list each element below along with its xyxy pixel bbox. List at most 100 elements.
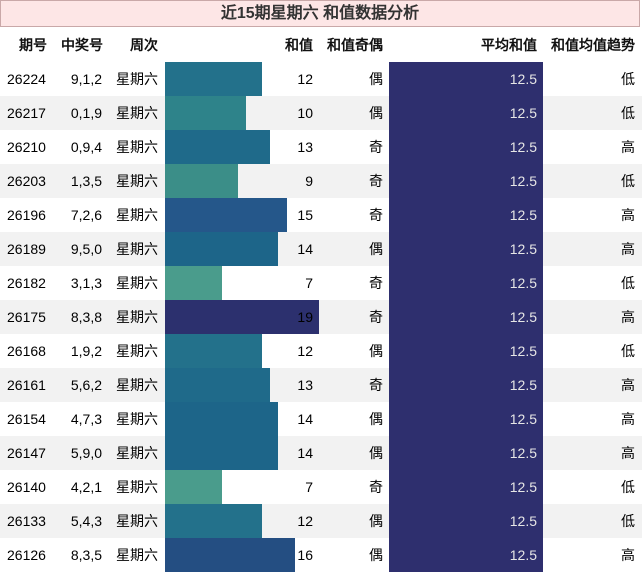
weekday-cell: 星期六 (116, 547, 158, 563)
sum-bar (165, 504, 262, 538)
numbers-cell: 7,2,6 (70, 207, 102, 223)
table-row: 26203 1,3,5 星期六 9 奇 12.5 低 (0, 164, 642, 198)
avg-cell: 12.5 (509, 377, 537, 393)
avg-cell: 12.5 (509, 241, 537, 257)
table-row: 26210 0,9,4 星期六 13 奇 12.5 高 (0, 130, 642, 164)
trend-cell: 低 (621, 343, 635, 359)
sum-cell: 12 (297, 343, 313, 359)
parity-cell: 奇 (369, 139, 383, 155)
parity-cell: 偶 (369, 343, 383, 359)
sum-bar (165, 402, 278, 436)
header-odd-even: 和值奇偶 (327, 37, 383, 53)
issue-cell: 26140 (7, 479, 46, 495)
sum-cell: 16 (297, 547, 313, 563)
table-row: 26147 5,9,0 星期六 14 偶 12.5 高 (0, 436, 642, 470)
sum-bar (165, 198, 287, 232)
avg-bar (389, 96, 543, 130)
avg-bar (389, 232, 543, 266)
table-row: 26189 9,5,0 星期六 14 偶 12.5 高 (0, 232, 642, 266)
numbers-cell: 4,7,3 (70, 411, 102, 427)
sum-cell: 7 (305, 275, 313, 291)
avg-cell: 12.5 (509, 445, 537, 461)
table-row: 26224 9,1,2 星期六 12 偶 12.5 低 (0, 62, 642, 96)
sum-bar (165, 266, 222, 300)
issue-cell: 26126 (7, 547, 46, 563)
weekday-cell: 星期六 (116, 207, 158, 223)
trend-cell: 高 (621, 547, 635, 563)
avg-cell: 12.5 (509, 547, 537, 563)
numbers-cell: 5,4,3 (70, 513, 102, 529)
sum-bar (165, 300, 319, 334)
weekday-cell: 星期六 (116, 479, 158, 495)
trend-cell: 高 (621, 377, 635, 393)
weekday-cell: 星期六 (116, 377, 158, 393)
avg-bar (389, 334, 543, 368)
avg-cell: 12.5 (509, 207, 537, 223)
table-row: 26126 8,3,5 星期六 16 偶 12.5 高 (0, 538, 642, 572)
parity-cell: 偶 (369, 71, 383, 87)
avg-bar (389, 266, 543, 300)
weekday-cell: 星期六 (116, 343, 158, 359)
numbers-cell: 0,1,9 (70, 105, 102, 121)
header-numbers: 中奖号 (61, 37, 103, 53)
issue-cell: 26154 (7, 411, 46, 427)
parity-cell: 奇 (369, 377, 383, 393)
table-row: 26175 8,3,8 星期六 19 奇 12.5 高 (0, 300, 642, 334)
parity-cell: 偶 (369, 513, 383, 529)
sum-cell: 10 (297, 105, 313, 121)
issue-cell: 26182 (7, 275, 46, 291)
issue-cell: 26133 (7, 513, 46, 529)
sum-bar (165, 232, 278, 266)
avg-bar (389, 538, 543, 572)
numbers-cell: 9,5,0 (70, 241, 102, 257)
sum-cell: 13 (297, 377, 313, 393)
numbers-cell: 4,2,1 (70, 479, 102, 495)
weekday-cell: 星期六 (116, 513, 158, 529)
issue-cell: 26224 (7, 71, 46, 87)
sum-bar (165, 334, 262, 368)
sum-bar (165, 538, 295, 572)
weekday-cell: 星期六 (116, 309, 158, 325)
table-row: 26217 0,1,9 星期六 10 偶 12.5 低 (0, 96, 642, 130)
parity-cell: 偶 (369, 241, 383, 257)
issue-cell: 26161 (7, 377, 46, 393)
parity-cell: 奇 (369, 309, 383, 325)
trend-cell: 高 (621, 309, 635, 325)
issue-cell: 26147 (7, 445, 46, 461)
avg-bar (389, 402, 543, 436)
avg-cell: 12.5 (509, 275, 537, 291)
avg-cell: 12.5 (509, 105, 537, 121)
numbers-cell: 9,1,2 (70, 71, 102, 87)
table-row: 26154 4,7,3 星期六 14 偶 12.5 高 (0, 402, 642, 436)
header-avg: 平均和值 (481, 37, 537, 53)
avg-cell: 12.5 (509, 479, 537, 495)
avg-bar (389, 470, 543, 504)
sum-cell: 19 (297, 309, 313, 325)
table-row: 26133 5,4,3 星期六 12 偶 12.5 低 (0, 504, 642, 538)
numbers-cell: 8,3,8 (70, 309, 102, 325)
sum-bar (165, 130, 270, 164)
header-trend: 和值均值趋势 (551, 37, 635, 53)
numbers-cell: 1,3,5 (70, 173, 102, 189)
parity-cell: 奇 (369, 173, 383, 189)
sum-cell: 7 (305, 479, 313, 495)
trend-cell: 低 (621, 71, 635, 87)
sum-cell: 13 (297, 139, 313, 155)
avg-bar (389, 436, 543, 470)
sum-cell: 15 (297, 207, 313, 223)
sum-cell: 14 (297, 411, 313, 427)
avg-cell: 12.5 (509, 343, 537, 359)
avg-bar (389, 368, 543, 402)
numbers-cell: 8,3,5 (70, 547, 102, 563)
table-header: 期号 中奖号 周次 和值 和值奇偶 平均和值 和值均值趋势 (0, 28, 642, 62)
page-title: 近15期星期六 和值数据分析 (0, 0, 640, 27)
header-weekday: 周次 (130, 37, 158, 53)
trend-cell: 低 (621, 173, 635, 189)
header-issue: 期号 (19, 37, 47, 53)
parity-cell: 偶 (369, 547, 383, 563)
parity-cell: 偶 (369, 411, 383, 427)
numbers-cell: 3,1,3 (70, 275, 102, 291)
weekday-cell: 星期六 (116, 411, 158, 427)
avg-bar (389, 504, 543, 538)
issue-cell: 26203 (7, 173, 46, 189)
